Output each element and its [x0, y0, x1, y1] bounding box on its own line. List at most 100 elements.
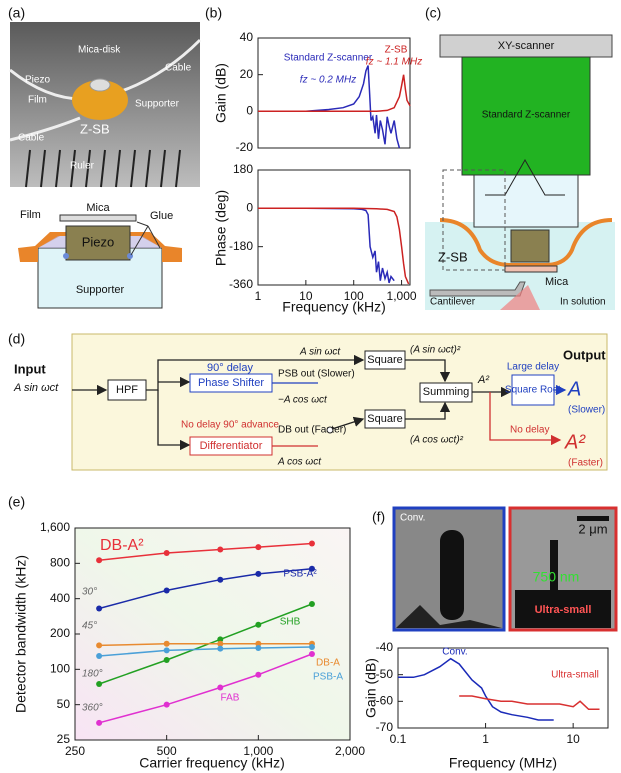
- diagram-label: Square: [367, 354, 402, 366]
- diagram-label: Square: [367, 413, 402, 425]
- diagram-label: Cantilever: [430, 297, 476, 308]
- diagram-label: Mica: [545, 276, 569, 288]
- diagram-label: Output: [563, 347, 606, 362]
- y-tick-label: 40: [240, 30, 254, 44]
- panel-label: (b): [205, 5, 222, 21]
- x-axis-label: Frequency (kHz): [282, 299, 385, 315]
- photo-label: Ruler: [70, 161, 95, 172]
- annotation: 180°: [82, 669, 103, 680]
- image-label: 750 nm: [533, 569, 580, 585]
- panel-label: (e): [8, 494, 25, 510]
- data-point: [309, 541, 315, 547]
- photo-label: Piezo: [25, 75, 50, 86]
- schematic-label: Supporter: [76, 284, 125, 296]
- data-point: [217, 646, 223, 652]
- diagram-label: A sin ωct: [299, 347, 341, 358]
- x-tick-label: 1: [255, 289, 262, 303]
- data-point: [164, 647, 170, 653]
- image-label: Conv.: [400, 513, 425, 524]
- y-tick-label: 0: [246, 104, 253, 118]
- panel-label: (f): [372, 509, 385, 525]
- data-point: [96, 605, 102, 611]
- diagram-label: A: [567, 378, 581, 400]
- data-point: [217, 577, 223, 583]
- diagram-label: HPF: [116, 384, 138, 396]
- figure: (a) (b) (c) (d) (e) (f) Mica-disk Piezo …: [0, 0, 621, 773]
- y-tick-label: 800: [50, 556, 70, 570]
- series-label: Standard Z-scanner: [284, 53, 373, 64]
- diagram-label: (A cos ωct)²: [410, 435, 464, 446]
- y-tick-label: 50: [57, 697, 71, 711]
- x-tick-label: 1,000: [387, 289, 417, 303]
- diagram-label: A sin ωct: [13, 382, 59, 394]
- diagram-label: DB out (Faster): [278, 425, 346, 436]
- diagram-label: (Faster): [568, 458, 603, 469]
- data-point: [96, 681, 102, 687]
- diagram-label: Differentiator: [200, 440, 263, 452]
- y-tick-label: -180: [229, 239, 253, 253]
- diagram-label: A²: [477, 374, 489, 386]
- y-tick-label: 100: [50, 662, 70, 676]
- data-point: [255, 544, 261, 550]
- annotation: fz ~ 0.2 MHz: [300, 75, 356, 86]
- data-point: [164, 550, 170, 556]
- annotation: 360°: [82, 703, 103, 714]
- data-point: [164, 641, 170, 647]
- photo-label: Mica-disk: [78, 45, 121, 56]
- data-point: [217, 685, 223, 691]
- diagram-label: (A sin ωct)²: [410, 345, 461, 356]
- annotation: 45°: [82, 621, 97, 632]
- series-label: SHB: [280, 617, 301, 628]
- x-axis-label: Frequency (MHz): [449, 755, 557, 771]
- y-axis-label: Detector bandwidth (kHz): [13, 555, 29, 713]
- data-point: [96, 642, 102, 648]
- diagram-label: PSB out (Slower): [278, 369, 355, 380]
- series-label: Ultra-small: [551, 670, 599, 681]
- x-tick-label: 0.1: [390, 732, 407, 746]
- y-axis-label: Gain (dB): [213, 63, 229, 123]
- y-tick-label: -20: [236, 140, 254, 154]
- series-label: Conv.: [442, 647, 467, 658]
- plot-frame: [258, 170, 410, 285]
- y-tick-label: 20: [240, 67, 254, 81]
- series-line: [459, 696, 599, 709]
- diagram-label: Summing: [423, 386, 469, 398]
- data-point: [164, 702, 170, 708]
- diagram-label: A cos ωct: [277, 457, 322, 468]
- data-point: [96, 720, 102, 726]
- y-tick-label: 0: [246, 201, 253, 215]
- x-tick-label: 10: [566, 732, 580, 746]
- data-point: [309, 651, 315, 657]
- data-point: [255, 645, 261, 651]
- y-tick-label: 200: [50, 626, 70, 640]
- schematic-label: Mica: [86, 202, 110, 214]
- block-diagram: Input A sin ωct HPF 90° delay Phase Shif…: [13, 334, 607, 470]
- x-axis-label: Carrier frequency (kHz): [139, 755, 284, 771]
- photo-label: Supporter: [135, 99, 180, 110]
- micrographs: Conv. 2 μm 750 nm Ultra-small: [394, 508, 616, 630]
- schematic-label: Film: [20, 209, 41, 221]
- photo-label: Cable: [165, 63, 192, 74]
- series-label: DB-A: [316, 658, 340, 669]
- data-point: [164, 657, 170, 663]
- diagram-label: No delay 90° advance: [181, 420, 279, 431]
- series-label: PSB-A²: [283, 569, 317, 580]
- photo-label: Cable: [18, 133, 45, 144]
- schematic-label: Piezo: [82, 234, 115, 249]
- panel-label: (c): [425, 5, 441, 21]
- panel-label: (d): [8, 331, 25, 347]
- diagram-label: Square Root: [505, 385, 561, 396]
- schematic-c: XY-scanner Standard Z-scanner Z-SB Mica …: [425, 35, 615, 310]
- plot-frame: [398, 648, 608, 728]
- y-tick-label: 180: [233, 162, 253, 176]
- annotation: fz ~ 1.1 MHz: [366, 57, 422, 68]
- annotation: 30°: [82, 587, 97, 598]
- x-tick-label: 2,000: [335, 744, 365, 758]
- diagram-label: A²: [564, 431, 586, 453]
- diagram-label: In solution: [560, 297, 606, 308]
- data-point: [96, 557, 102, 563]
- diagram-label: XY-scanner: [498, 40, 555, 52]
- y-axis-label: Gain (dB): [363, 658, 379, 718]
- series-label: Z-SB: [385, 45, 408, 56]
- image-label: 2 μm: [578, 521, 607, 536]
